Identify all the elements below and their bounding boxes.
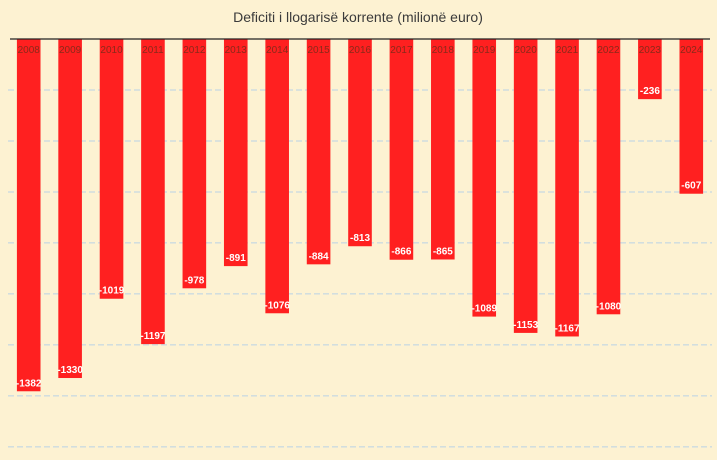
category-label: 2023 (639, 45, 662, 56)
category-label: 2019 (473, 45, 496, 56)
category-label: 2008 (18, 45, 41, 56)
bar-2009 (58, 39, 82, 379)
data-label: -813 (350, 233, 370, 244)
bar-2010 (99, 39, 124, 299)
category-ticks: 2008 2009 2010 2011 2012 2013 2014 2015 2016 2017… (18, 45, 703, 56)
data-label: -607 (681, 181, 701, 192)
category-label: 2022 (597, 45, 620, 56)
data-labels: -1382 -1330 -1019 -1197 -978 -891 -1076 -884 -81… (16, 86, 702, 389)
category-label: 2012 (183, 45, 206, 56)
category-label: 2020 (515, 45, 538, 56)
data-label: -1019 (99, 286, 125, 297)
bar-2017 (389, 39, 414, 260)
data-label: -1382 (16, 378, 42, 389)
category-label: 2021 (556, 45, 579, 56)
data-label: -236 (640, 86, 660, 97)
data-label: -1076 (264, 300, 290, 311)
data-label: -978 (184, 275, 204, 286)
category-label: 2016 (349, 45, 372, 56)
bar-2011 (141, 39, 165, 345)
category-label: 2014 (266, 45, 289, 56)
data-label: -884 (309, 251, 329, 262)
chart-title: Deficiti i llogarisë korrente (milionë e… (233, 9, 483, 25)
category-label: 2015 (307, 45, 330, 56)
bar-2023 (638, 39, 662, 100)
bar-2022 (596, 39, 621, 315)
bar-2014 (265, 39, 289, 314)
category-label: 2013 (225, 45, 248, 56)
data-label: -866 (391, 247, 411, 258)
bar-2018 (431, 39, 455, 260)
bar-2019 (472, 39, 497, 317)
category-label: 2011 (142, 45, 164, 56)
category-label: 2024 (680, 45, 703, 56)
category-label: 2009 (59, 45, 82, 56)
category-label: 2010 (100, 45, 123, 56)
data-label: -1153 (513, 320, 538, 331)
data-label: -1089 (471, 304, 497, 315)
data-label: -865 (433, 246, 453, 257)
bar-2024 (679, 39, 704, 194)
bar-2012 (182, 39, 207, 289)
bar-2013 (223, 39, 248, 267)
data-label: -1167 (555, 323, 580, 334)
data-label: -891 (226, 253, 246, 264)
category-label: 2018 (432, 45, 455, 56)
bar-2016 (348, 39, 372, 247)
data-label: -1197 (140, 331, 165, 342)
bar-2008 (16, 39, 41, 392)
bars (16, 39, 704, 392)
data-label: -1330 (57, 365, 83, 376)
bar-2015 (306, 39, 331, 265)
bar-2020 (513, 39, 538, 333)
data-label: -1080 (596, 301, 622, 312)
category-label: 2017 (390, 45, 413, 56)
bar-2021 (555, 39, 579, 337)
